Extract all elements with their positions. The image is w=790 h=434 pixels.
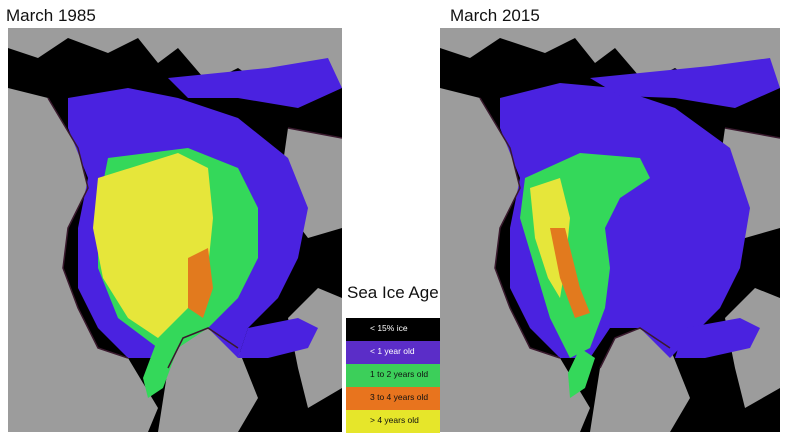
legend-item-open-water: < 15% ice	[346, 318, 440, 341]
land-north-america	[8, 88, 158, 432]
legend-item-multi-year: > 4 years old	[346, 410, 440, 433]
ice-tongue	[143, 338, 178, 398]
legend-swatch	[346, 410, 440, 433]
multi-year-ice	[93, 153, 213, 338]
legend-label: > 4 years old	[370, 415, 419, 425]
legend-item-second-year: 1 to 2 years old	[346, 364, 440, 387]
legend-label: 1 to 2 years old	[370, 369, 429, 379]
legend-item-three-four-year: 3 to 4 years old	[346, 387, 440, 410]
legend: < 15% ice < 1 year old 1 to 2 years old …	[346, 318, 440, 433]
legend-swatch	[346, 364, 440, 387]
sea-ice-map-1985	[8, 28, 342, 432]
land-greenland	[590, 328, 690, 432]
first-year-ice-atlantic	[238, 318, 318, 358]
land-greenland	[158, 328, 258, 432]
map-title-1985: March 1985	[6, 6, 96, 25]
legend-title: Sea Ice Age	[347, 283, 439, 302]
map-title-2015: March 2015	[450, 6, 540, 25]
legend-item-first-year: < 1 year old	[346, 341, 440, 364]
legend-label: < 1 year old	[370, 346, 415, 356]
land-scandinavia	[288, 288, 342, 408]
land-north-america	[440, 88, 590, 432]
legend-swatch	[346, 318, 440, 341]
three-four-year-ice	[550, 228, 590, 318]
legend-swatch	[346, 341, 440, 364]
legend-label: 3 to 4 years old	[370, 392, 429, 402]
ice-tongue	[568, 348, 595, 398]
legend-label: < 15% ice	[370, 323, 408, 333]
first-year-ice-north	[590, 58, 780, 108]
first-year-ice-north	[168, 58, 342, 108]
land-scandinavia	[725, 288, 780, 408]
legend-swatch	[346, 387, 440, 410]
first-year-ice-atlantic	[675, 318, 760, 358]
three-four-year-ice	[188, 248, 213, 318]
sea-ice-map-2015	[440, 28, 780, 432]
